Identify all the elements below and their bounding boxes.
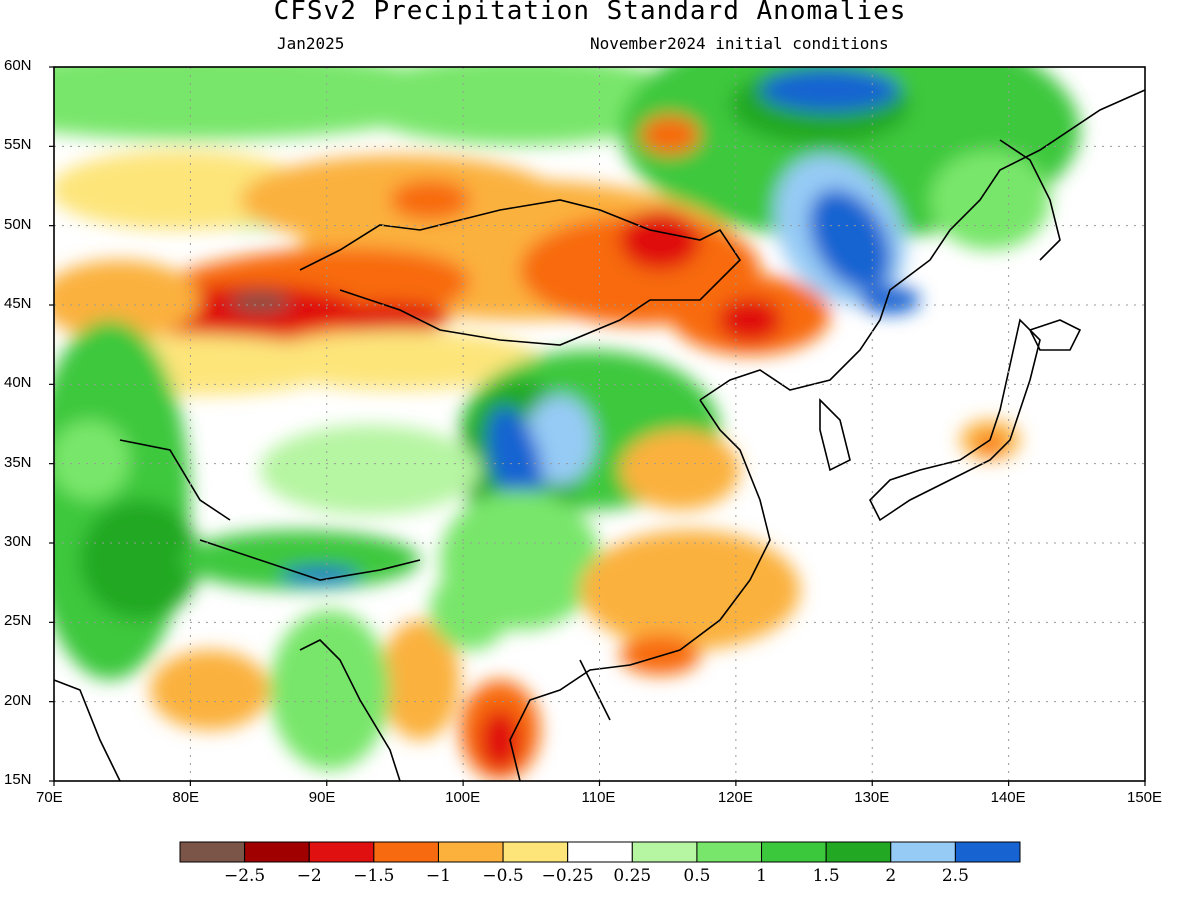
colorbar-swatch — [502, 841, 569, 863]
lon-label: 90E — [308, 789, 336, 806]
colorbar-swatch — [567, 841, 633, 863]
initial-conditions-label: November2024 initial conditions — [590, 34, 889, 53]
graticule — [54, 67, 1145, 781]
colorbar-swatch — [308, 841, 375, 863]
colorbar-swatch — [244, 841, 310, 863]
lon-label: 100E — [445, 789, 481, 806]
colorbar-tick-label: −2.5 — [223, 866, 266, 886]
colorbar-tick-label: −1.5 — [353, 866, 395, 886]
lat-label: 15N — [4, 771, 32, 788]
lat-label: 25N — [4, 612, 32, 630]
colorbar-swatch — [954, 841, 1021, 863]
lon-label: 70E — [36, 789, 63, 806]
colorbar-swatch — [179, 841, 246, 863]
colorbar — [179, 841, 1021, 863]
forecast-month-label: Jan2025 — [277, 34, 345, 53]
colorbar-tick-label: 1.5 — [812, 866, 840, 886]
colorbar-tick-label: 2 — [885, 866, 897, 886]
lat-label: 60N — [4, 57, 32, 74]
lon-label: 80E — [172, 789, 200, 806]
lon-label: 120E — [717, 789, 753, 806]
anomaly-field — [54, 67, 1145, 781]
lon-label: 110E — [581, 789, 616, 806]
colorbar-swatch — [825, 841, 892, 863]
colorbar-swatch — [631, 841, 698, 863]
coastlines-and-borders — [54, 89, 1145, 781]
lat-label: 50N — [4, 215, 32, 233]
colorbar-tick-label: −0.5 — [482, 866, 524, 886]
colorbar-tick-label: 1 — [756, 866, 767, 886]
colorbar-tick-label: 0.25 — [613, 866, 652, 886]
colorbar-tick-label: −1 — [425, 866, 451, 886]
lat-label: 45N — [4, 295, 32, 312]
lon-label: 140E — [990, 789, 1026, 806]
lat-label: 30N — [4, 533, 32, 550]
colorbar-swatch — [761, 841, 827, 863]
colorbar-tick-label: 0.5 — [683, 866, 711, 886]
lat-label: 40N — [4, 374, 32, 392]
colorbar-swatch — [696, 841, 763, 863]
colorbar-swatch — [373, 841, 439, 863]
lon-label: 130E — [854, 789, 890, 806]
colorbar-tick-label: −0.25 — [541, 866, 594, 886]
lat-label: 55N — [4, 136, 32, 154]
colorbar-swatch — [437, 841, 504, 863]
colorbar-tick-label: 2.5 — [941, 866, 969, 886]
colorbar-tick-label: −2 — [296, 866, 322, 886]
lon-label: 150E — [1127, 789, 1163, 806]
lat-label: 20N — [4, 691, 32, 709]
colorbar-swatch — [890, 841, 956, 863]
lat-label: 35N — [4, 453, 32, 471]
chart-title: CFSv2 Precipitation Standard Anomalies — [273, 0, 907, 26]
